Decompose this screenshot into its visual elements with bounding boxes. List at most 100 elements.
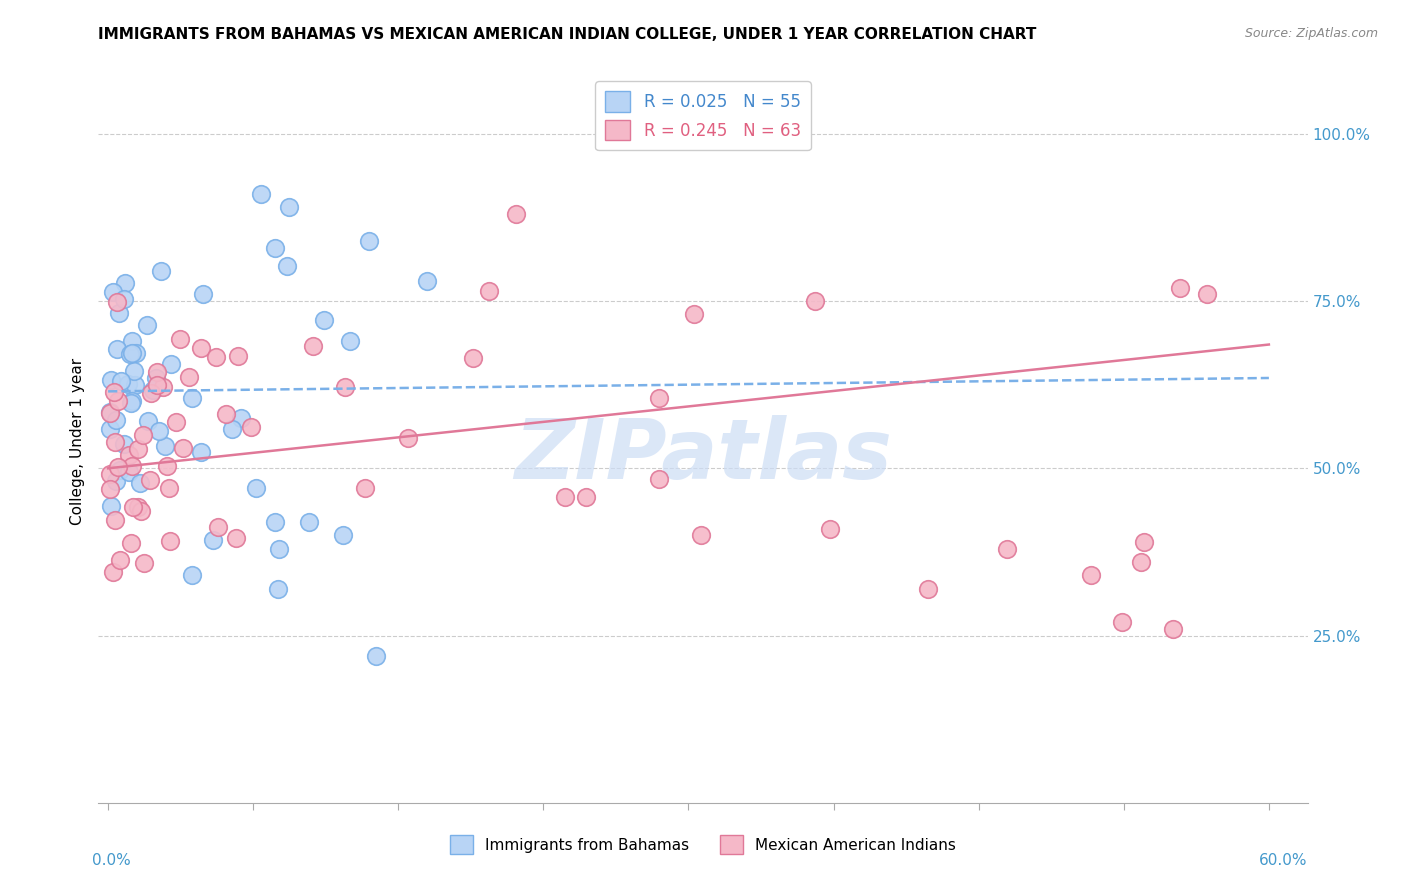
Point [127,442,149,456]
Point [148,425,170,439]
Point [335,380,357,394]
Point [190,445,212,459]
Point [98,406,121,420]
Point [1129,555,1152,569]
Point [129,476,152,491]
Point [366,648,388,663]
Point [131,428,153,442]
Point [160,357,183,371]
Point [169,332,191,346]
Point [332,528,354,542]
Point [416,274,439,288]
Point [177,369,200,384]
Point [505,207,527,221]
Point [995,541,1018,556]
Point [153,439,176,453]
Legend: Immigrants from Bahamas, Mexican American Indians: Immigrants from Bahamas, Mexican America… [444,830,962,860]
Point [354,481,377,495]
Point [172,442,194,456]
Point [114,276,136,290]
Point [121,459,143,474]
Point [461,351,484,365]
Point [180,568,202,582]
Point [1133,534,1156,549]
Point [276,260,298,274]
Point [105,475,128,489]
Point [191,287,214,301]
Point [121,394,143,409]
Point [1168,281,1191,295]
Point [117,376,139,391]
Text: IMMIGRANTS FROM BAHAMAS VS MEXICAN AMERICAN INDIAN COLLEGE, UNDER 1 YEAR CORRELA: IMMIGRANTS FROM BAHAMAS VS MEXICAN AMERI… [98,27,1036,42]
Point [359,234,381,248]
Point [107,460,129,475]
Point [110,374,132,388]
Point [683,307,706,322]
Point [100,373,122,387]
Point [245,481,267,495]
Point [108,306,131,320]
Point [112,292,135,306]
Point [139,386,162,401]
Point [554,490,576,504]
Point [190,341,212,355]
Point [98,467,121,481]
Point [120,395,142,409]
Point [121,500,143,514]
Point [267,541,290,556]
Point [146,378,169,392]
Point [159,534,181,549]
Point [98,422,121,436]
Point [156,458,179,473]
Point [105,413,128,427]
Point [207,519,229,533]
Point [298,515,321,529]
Point [124,378,146,392]
Point [240,420,263,434]
Point [145,370,167,384]
Point [101,285,124,300]
Point [129,504,152,518]
Point [104,513,127,527]
Point [157,481,180,495]
Point [108,463,131,477]
Point [396,431,419,445]
Point [135,318,157,332]
Point [105,343,128,357]
Point [139,474,162,488]
Point [180,391,202,405]
Point [142,383,165,397]
Point [917,582,939,596]
Point [301,339,323,353]
Point [165,415,187,429]
Point [100,405,122,419]
Point [120,535,142,549]
Point [107,393,129,408]
Point [125,345,148,359]
Point [250,187,273,202]
Text: 60.0%: 60.0% [1260,854,1308,869]
Point [149,264,172,278]
Point [225,532,247,546]
Text: Source: ZipAtlas.com: Source: ZipAtlas.com [1244,27,1378,40]
Point [100,499,122,513]
Y-axis label: College, Under 1 year: College, Under 1 year [69,358,84,525]
Point [105,295,128,310]
Point [103,565,125,579]
Point [1161,622,1184,636]
Point [201,533,224,547]
Point [264,515,287,529]
Point [122,364,145,378]
Point [229,410,252,425]
Point [221,422,243,436]
Point [118,347,141,361]
Point [312,313,335,327]
Point [690,528,713,542]
Point [575,491,598,505]
Point [118,448,141,462]
Point [118,465,141,479]
Point [121,334,143,348]
Point [136,414,159,428]
Text: 0.0%: 0.0% [93,854,131,869]
Point [112,437,135,451]
